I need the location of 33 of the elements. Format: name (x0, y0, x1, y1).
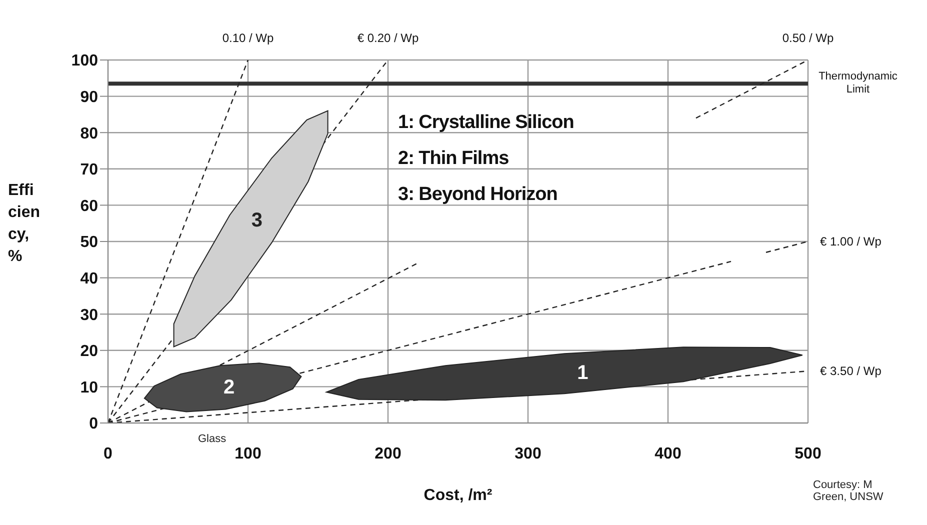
text: Courtesy: M Green, UNSW (813, 479, 884, 503)
y-tick-label: 30 (80, 306, 98, 324)
annotation: 2: Thin Films (398, 147, 510, 171)
series-label: 3 (251, 210, 262, 232)
y-tick-label: 0 (89, 416, 98, 433)
series-label: 1 (577, 362, 588, 384)
text: Glass (198, 433, 226, 445)
series-label: 2 (223, 376, 235, 399)
series-label: € 1.00 / Wp (820, 234, 882, 248)
x-tick-label: 0 (104, 445, 113, 462)
x-tick-label: 500 (794, 445, 822, 462)
series-label: € 3.50 / Wp (820, 364, 882, 378)
y-tick-label: 20 (80, 343, 98, 360)
annotation: 3: Beyond Horizon (398, 183, 558, 207)
x-axis-title: Cost, /m² (422, 487, 494, 505)
series-label: 0.10 / Wp (222, 31, 274, 45)
y-tick-label: 50 (80, 234, 98, 252)
y-tick-label: 10 (80, 379, 98, 396)
x-tick-label: 200 (374, 445, 402, 462)
y-tick-label: 90 (80, 88, 98, 106)
y-axis-title: Efficiency, % (8, 181, 40, 267)
y-tick-label: 100 (71, 52, 98, 70)
y-tick-label: 70 (80, 162, 98, 179)
ref-line-label: Thermodynamic Limit (818, 70, 898, 96)
series-label: € 0.20 / Wp (357, 31, 420, 45)
x-tick-label: 300 (514, 445, 542, 462)
y-tick-label: 80 (80, 125, 98, 142)
y-tick-label: 40 (80, 270, 98, 288)
x-tick-label: 100 (234, 445, 262, 462)
y-tick-label: 60 (80, 198, 98, 215)
series-label: 0.50 / Wp (782, 31, 834, 45)
annotation: 1: Crystalline Silicon (398, 111, 575, 135)
x-tick-label: 400 (654, 445, 682, 462)
